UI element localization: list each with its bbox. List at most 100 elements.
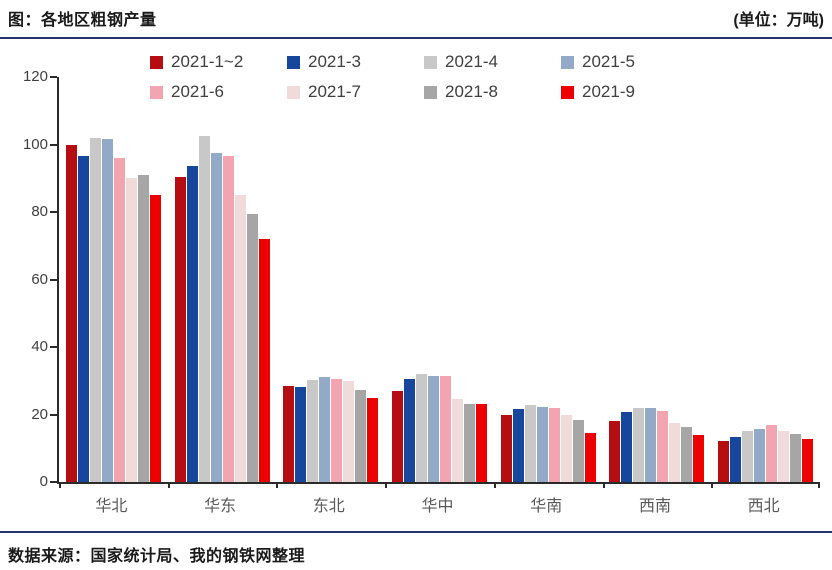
bar-华中-2021-6 [440, 376, 452, 482]
bar-华中-2021-4 [416, 374, 428, 482]
bar-华东-2021-4 [198, 136, 210, 482]
legend-swatch-icon [287, 85, 300, 99]
bar-华北-2021-3 [77, 156, 89, 482]
legend-label: 2021-7 [308, 82, 361, 101]
x-axis-labels: 华北 华东 东北 华中 华南 西南 西北 [57, 492, 818, 516]
legend-item-2021-6: 2021-6 [150, 79, 287, 105]
bar-西北-2021-3 [730, 437, 742, 482]
legend-swatch-icon [561, 55, 574, 69]
y-tick-mark [50, 278, 57, 281]
bar-华北-2021-8 [137, 174, 149, 482]
bar-东北-2021-8 [355, 389, 367, 482]
bar-华南-2021-5 [536, 406, 548, 482]
legend-label: 2021-9 [582, 82, 635, 101]
bar-东北-2021-6 [331, 379, 343, 482]
legend-label: 2021-4 [445, 52, 498, 71]
bar-华北-2021-4 [89, 137, 101, 482]
bar-华北-2021-7 [125, 178, 137, 482]
legend-item-2021-3: 2021-3 [287, 49, 424, 75]
x-tick-mark [603, 482, 605, 488]
legend-label: 2021-6 [171, 82, 224, 101]
bar-东北-2021-5 [319, 377, 331, 482]
bar-西南-2021-9 [693, 434, 705, 482]
bar-西南-2021-1~2 [609, 421, 621, 482]
bar-华东-2021-3 [186, 166, 198, 482]
x-category-label-华中: 华中 [421, 498, 454, 515]
bar-华中-2021-8 [464, 404, 476, 482]
x-category-label-西北: 西北 [747, 498, 780, 515]
y-tick-label: 0 [39, 473, 48, 490]
bar-西北-2021-7 [778, 431, 790, 482]
plot-area [50, 76, 820, 488]
bar-华南-2021-9 [584, 433, 596, 482]
bar-华南-2021-7 [560, 415, 572, 482]
x-tick-mark [385, 482, 387, 488]
bar-西南-2021-5 [645, 408, 657, 482]
y-tick-label: 120 [22, 68, 48, 85]
x-category-label-华东: 华东 [204, 498, 237, 515]
bar-华北-2021-6 [113, 158, 125, 482]
y-tick-mark [50, 211, 57, 213]
legend-swatch-icon [424, 55, 437, 69]
bar-西南-2021-3 [621, 411, 633, 482]
legend: 2021-1~2 2021-3 2021-4 2021-5 2021-6 2021-7 20… [150, 49, 698, 105]
legend-item-2021-4: 2021-4 [424, 49, 561, 75]
legend-label: 2021-5 [582, 52, 635, 71]
bar-华东-2021-5 [210, 152, 222, 482]
y-tick-label: 40 [31, 338, 48, 355]
bar-华南-2021-6 [548, 407, 560, 482]
bar-group-东北 [276, 77, 385, 482]
bar-西北-2021-6 [766, 425, 778, 482]
bar-西北-2021-5 [754, 429, 766, 482]
legend-swatch-icon [150, 85, 163, 99]
y-tick-label: 80 [31, 203, 48, 220]
legend-item-2021-5: 2021-5 [561, 49, 698, 75]
y-tick-mark [50, 413, 57, 416]
bar-西北-2021-4 [742, 431, 754, 482]
x-category-label-东北: 东北 [312, 498, 345, 515]
y-tick-label: 100 [22, 135, 48, 153]
legend-item-2021-1~2: 2021-1~2 [150, 49, 287, 75]
bar-华东-2021-6 [222, 156, 234, 482]
x-category-label-华南: 华南 [530, 498, 563, 515]
data-source-note: 数据来源：国家统计局、我的钢铁网整理 [0, 531, 832, 566]
y-tick-mark [50, 346, 57, 348]
x-tick-mark [818, 482, 820, 488]
bar-华南-2021-8 [572, 420, 584, 482]
bar-group-华中 [385, 77, 494, 482]
legend-swatch-icon [150, 55, 163, 69]
legend-label: 2021-8 [445, 82, 498, 101]
bar-华东-2021-9 [258, 239, 270, 482]
x-tick-mark [711, 482, 713, 488]
y-tick-mark [50, 76, 57, 78]
bar-group-华东 [168, 77, 277, 482]
y-tick-label: 20 [31, 405, 48, 423]
legend-item-2021-7: 2021-7 [287, 79, 424, 105]
bar-华南-2021-3 [512, 409, 524, 482]
y-tick-mark [50, 481, 57, 483]
chart-title: 图：各地区粗钢产量 [8, 12, 157, 29]
bar-华中-2021-9 [476, 403, 488, 482]
bar-group-西北 [711, 77, 820, 482]
legend-label: 2021-3 [308, 52, 361, 71]
x-category-label-西南: 西南 [638, 498, 671, 515]
y-tick-mark [50, 143, 57, 146]
bar-东北-2021-4 [307, 380, 319, 482]
bar-西南-2021-4 [633, 407, 645, 482]
x-tick-mark [276, 482, 278, 488]
bar-华东-2021-1~2 [174, 176, 186, 482]
bar-华中-2021-5 [428, 375, 440, 482]
legend-label: 2021-1~2 [171, 52, 244, 71]
bar-华东-2021-8 [246, 213, 258, 482]
bar-group-华北 [59, 77, 168, 482]
legend-swatch-icon [561, 85, 574, 99]
bar-华中-2021-7 [452, 399, 464, 482]
chart-header: 图：各地区粗钢产量 (单位：万吨) [0, 0, 832, 39]
x-tick-mark [168, 482, 170, 488]
bar-西南-2021-7 [669, 422, 681, 482]
bar-东北-2021-7 [343, 381, 355, 482]
bar-东北-2021-9 [367, 397, 379, 482]
bar-华北-2021-1~2 [65, 144, 77, 482]
bar-华南-2021-4 [524, 405, 536, 482]
